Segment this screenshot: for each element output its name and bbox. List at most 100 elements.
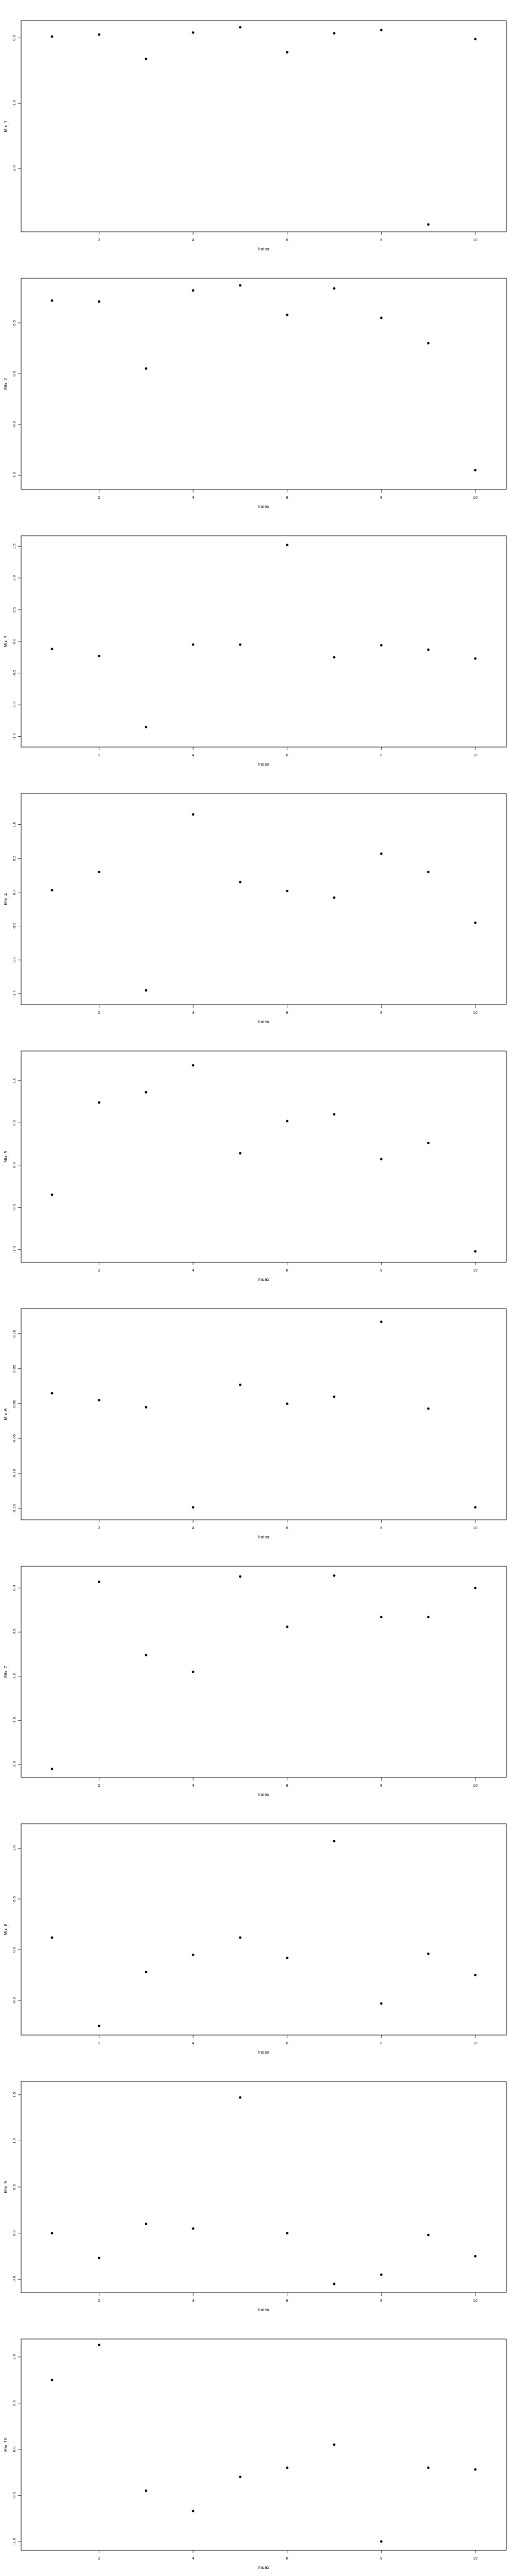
data-point	[333, 32, 336, 35]
x-tick-label: 4	[192, 2556, 195, 2561]
data-point	[192, 1506, 195, 1509]
x-tick-label: 4	[192, 496, 195, 500]
y-tick-label: 0.5	[12, 2400, 16, 2406]
data-point	[145, 725, 148, 728]
y-tick-label: -1.0	[12, 471, 16, 479]
data-point	[427, 1142, 430, 1145]
x-axis-label: Index	[258, 247, 269, 251]
y-tick-label: 0.5	[12, 2184, 16, 2190]
y-tick-label: 1.0	[12, 822, 16, 827]
scatter-panel: 2 4 6 8 10 -1.5 -1.0 -0.5 0.0 0.5 1.0 Index Mix_4	[0, 773, 515, 1030]
y-tick-label: 0.0	[12, 1585, 16, 1591]
x-tick-label: 8	[380, 2299, 382, 2303]
data-point	[145, 1971, 148, 1974]
y-tick-label: -0.5	[12, 923, 16, 930]
scatter-panel: 2 4 6 8 10 -0.5 0.0 0.5 1.0 Index Mix_8	[0, 1803, 515, 2061]
data-point	[97, 2344, 100, 2346]
y-axis-label: Mix_10	[4, 2437, 8, 2452]
scatter-plot: 2 4 6 8 10 -0.15 -0.10 -0.05 0.00 0.05 0.10 Index Mi…	[4, 1308, 507, 1539]
data-point	[145, 57, 148, 60]
x-tick-label: 8	[380, 1784, 382, 1788]
x-tick-label: 6	[286, 2299, 288, 2303]
x-tick-label: 4	[192, 238, 195, 242]
x-tick-label: 6	[286, 1784, 288, 1788]
data-point	[474, 657, 477, 660]
y-tick-label: 0.10	[12, 1330, 16, 1338]
x-tick-label: 4	[192, 753, 195, 757]
data-point	[474, 469, 477, 471]
data-point	[333, 1840, 336, 1843]
y-tick-label: -0.10	[12, 1469, 16, 1478]
x-tick-label: 2	[98, 2299, 100, 2303]
data-point	[427, 1407, 430, 1410]
x-tick-label: 10	[473, 1011, 478, 1015]
y-tick-label: -1.5	[12, 733, 16, 740]
data-point	[97, 2024, 100, 2027]
data-point	[427, 648, 430, 651]
y-tick-label: -0.5	[12, 1204, 16, 1211]
scatter-panel: 2 4 6 8 10 -0.15 -0.10 -0.05 0.00 0.05 0.10 Index Mi…	[0, 1288, 515, 1546]
data-point	[286, 544, 289, 547]
data-point	[286, 313, 289, 316]
data-point	[97, 1580, 100, 1583]
x-tick-label: 8	[380, 2556, 382, 2561]
data-point	[50, 1392, 54, 1395]
data-point	[333, 1574, 336, 1577]
plot-frame	[21, 793, 507, 1005]
data-point	[474, 1974, 477, 1977]
y-tick-label: 1.0	[12, 2138, 16, 2144]
x-tick-label: 2	[98, 2041, 100, 2045]
x-tick-label: 10	[473, 1268, 478, 1273]
data-point	[474, 1250, 477, 1253]
scatter-plot: 2 4 6 8 10 -2.0 -1.5 -1.0 -0.5 0.0 Index Mix_7	[4, 1566, 507, 1797]
y-axis-label: Mix_5	[4, 1151, 8, 1163]
y-axis-label: Mix_6	[4, 1409, 8, 1420]
x-axis-label: Index	[258, 504, 269, 509]
scatter-plot: 2 4 6 8 10 -1.0 -0.5 0.0 0.5 1.0 Index Mix_5	[4, 1050, 507, 1282]
y-tick-label: -1.0	[12, 956, 16, 963]
x-tick-label: 2	[98, 496, 100, 500]
x-axis-label: Index	[258, 2565, 269, 2570]
y-tick-label: -1.0	[12, 701, 16, 708]
y-tick-label: 0.05	[12, 1365, 16, 1373]
data-point	[427, 871, 430, 873]
data-point	[286, 1402, 289, 1405]
data-point	[474, 1586, 477, 1589]
data-point	[192, 2227, 195, 2230]
y-tick-label: -1.0	[12, 1246, 16, 1253]
x-tick-label: 6	[286, 753, 288, 757]
data-point	[238, 643, 242, 646]
scatter-plot: 2 4 6 8 10 -1.0 -0.5 0.0 0.5 1.0 Index Mix_10	[4, 2338, 507, 2570]
data-point	[238, 284, 242, 287]
data-point	[286, 1625, 289, 1629]
x-tick-label: 2	[98, 1011, 100, 1015]
y-tick-label: 0.5	[12, 856, 16, 861]
x-tick-label: 8	[380, 1268, 382, 1273]
data-point	[192, 289, 195, 292]
data-point	[50, 1193, 54, 1196]
plot-frame	[21, 2081, 507, 2293]
data-point	[286, 2232, 289, 2234]
data-point	[474, 921, 477, 924]
scatter-panel: 2 4 6 8 10 -1.0 -0.5 0.0 0.5 1.0 Index Mix_10	[0, 2318, 515, 2576]
scatter-plot: 2 4 6 8 10 -0.5 0.0 0.5 1.0 Index Mix_8	[4, 1823, 507, 2055]
x-tick-label: 2	[98, 1268, 100, 1273]
plot-frame	[21, 2338, 507, 2551]
scatter-panel: 2 4 6 8 10 -1.0 -0.5 0.0 0.5 1.0 Index Mix_5	[0, 1030, 515, 1288]
data-point	[333, 287, 336, 290]
y-tick-label: 1.0	[12, 1078, 16, 1083]
data-point	[145, 367, 148, 370]
y-axis-label: Mix_9	[4, 2181, 8, 2193]
x-tick-label: 4	[192, 1011, 195, 1015]
x-tick-label: 6	[286, 1268, 288, 1273]
y-tick-label: -0.5	[12, 2276, 16, 2283]
data-point	[145, 1091, 148, 1094]
x-tick-label: 6	[286, 2556, 288, 2561]
data-point	[238, 2096, 242, 2099]
data-point	[333, 896, 336, 899]
data-point	[238, 2476, 242, 2479]
x-tick-label: 6	[286, 496, 288, 500]
scatter-panel: 2 4 6 8 10 -1.0 -0.5 0.0 0.5 Index Mix_2	[0, 258, 515, 515]
data-point	[238, 1575, 242, 1578]
x-tick-label: 10	[473, 2299, 478, 2303]
